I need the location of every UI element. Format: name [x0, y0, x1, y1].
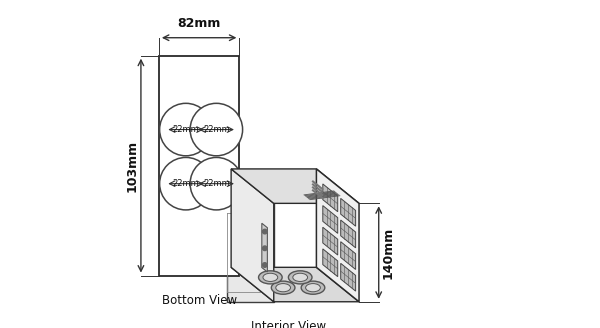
Bar	[159, 56, 239, 276]
Polygon shape	[341, 220, 356, 248]
Ellipse shape	[289, 271, 312, 284]
Text: Bottom View: Bottom View	[161, 294, 237, 307]
Ellipse shape	[271, 281, 295, 294]
Text: 22mm: 22mm	[203, 125, 230, 134]
Text: 140mm: 140mm	[382, 226, 394, 279]
Polygon shape	[323, 227, 338, 255]
Text: 82mm: 82mm	[178, 16, 221, 30]
Text: 22mm: 22mm	[172, 179, 199, 188]
Polygon shape	[341, 242, 356, 270]
Polygon shape	[323, 184, 338, 212]
Ellipse shape	[276, 284, 290, 292]
Polygon shape	[341, 263, 356, 291]
Polygon shape	[323, 249, 338, 277]
Polygon shape	[227, 203, 274, 302]
Circle shape	[160, 103, 212, 156]
Text: Interior View: Interior View	[251, 320, 326, 328]
Polygon shape	[231, 169, 274, 302]
Polygon shape	[231, 169, 359, 203]
Ellipse shape	[293, 273, 308, 281]
Polygon shape	[262, 223, 268, 272]
Ellipse shape	[305, 284, 320, 292]
Ellipse shape	[259, 271, 282, 284]
Circle shape	[263, 246, 267, 251]
Circle shape	[190, 157, 242, 210]
Circle shape	[190, 103, 242, 156]
Circle shape	[263, 229, 267, 234]
Text: 22mm: 22mm	[203, 179, 230, 188]
Text: 22mm: 22mm	[172, 125, 199, 134]
Ellipse shape	[263, 273, 278, 281]
Ellipse shape	[301, 281, 325, 294]
Polygon shape	[323, 206, 338, 234]
Polygon shape	[341, 198, 356, 226]
Circle shape	[263, 263, 267, 267]
Circle shape	[160, 157, 212, 210]
Polygon shape	[316, 169, 359, 302]
Text: 103mm: 103mm	[125, 140, 138, 192]
Polygon shape	[231, 267, 359, 302]
